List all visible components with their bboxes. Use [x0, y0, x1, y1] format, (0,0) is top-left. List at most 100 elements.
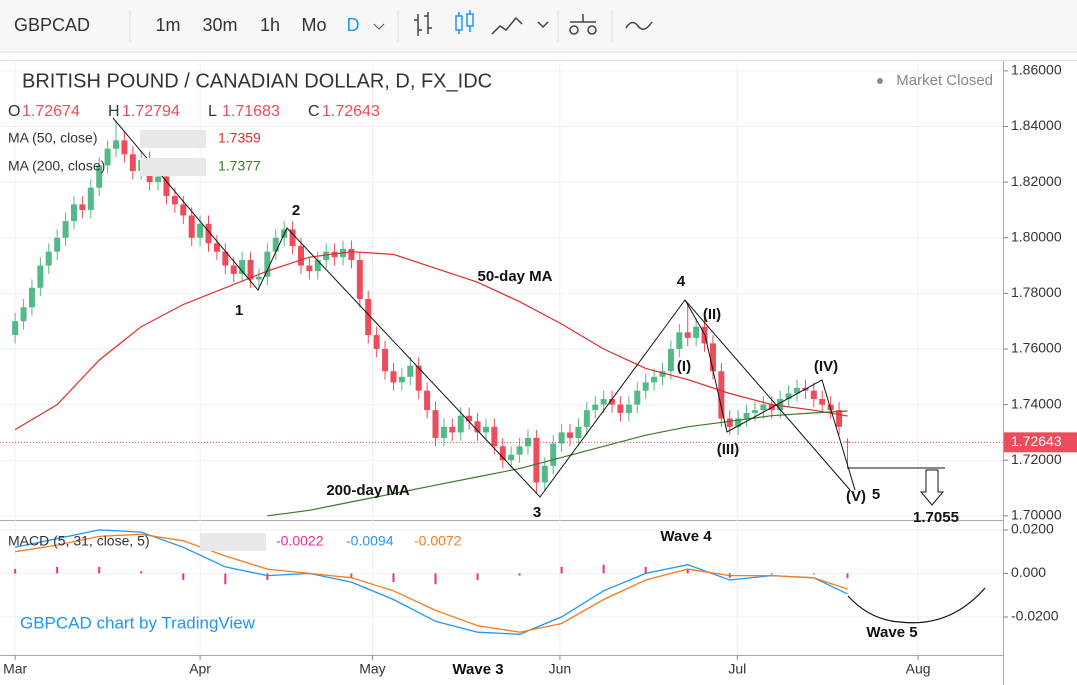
candle-body — [785, 393, 792, 400]
candle-body — [62, 221, 69, 238]
candle-body — [28, 287, 35, 308]
macd-histogram — [350, 573, 353, 578]
candle-body — [188, 215, 195, 238]
candle-body — [491, 426, 498, 447]
candle-body — [356, 259, 363, 299]
candle-body — [272, 237, 279, 252]
candle-body — [96, 165, 103, 188]
symbol[interactable]: GBPCAD — [14, 15, 90, 35]
candle-body — [693, 326, 700, 338]
candle-body — [121, 140, 128, 155]
candle-body — [424, 390, 431, 411]
chart-style-icons[interactable] — [414, 10, 653, 36]
legend-buttons[interactable] — [200, 533, 266, 551]
watermark: GBPCAD chart by TradingView — [20, 613, 256, 632]
candle-body — [180, 204, 187, 216]
candle-body — [306, 265, 313, 272]
candle-body — [743, 412, 750, 419]
candle-body — [54, 237, 61, 252]
candle-body — [466, 415, 473, 422]
dropdown-icon[interactable] — [373, 23, 385, 30]
legend-name: MA (50, close) — [8, 130, 97, 146]
macd-histogram — [846, 573, 849, 579]
annotation: 2 — [292, 202, 300, 219]
ohlc-letter: L — [208, 103, 217, 120]
candle-body — [205, 223, 212, 244]
candle-body — [600, 399, 607, 405]
candle-body — [667, 348, 674, 372]
status-dot — [877, 78, 883, 84]
interval-button[interactable]: D — [347, 15, 360, 35]
annotation: (V) — [846, 488, 866, 505]
candle-body — [348, 248, 355, 260]
macd-histogram — [56, 566, 59, 574]
candle-body — [751, 410, 758, 413]
candle-body — [508, 454, 515, 461]
y-tick-label: 1.84000 — [1011, 117, 1062, 133]
candle-body — [104, 148, 111, 166]
x-tick-label: Mar — [3, 661, 27, 677]
macd-histogram — [560, 566, 563, 574]
annotation: Wave 4 — [660, 528, 712, 545]
y-tick-label: -0.0200 — [1011, 608, 1059, 624]
candle-body — [592, 404, 599, 411]
candle-body — [20, 307, 27, 322]
legend-buttons[interactable] — [140, 158, 206, 176]
candle-body — [323, 251, 330, 260]
candle-body — [37, 265, 44, 288]
interval-button[interactable]: Mo — [301, 15, 326, 35]
candle-body — [659, 371, 666, 377]
candle-body — [634, 390, 641, 405]
candle-body — [524, 437, 531, 447]
interval-button[interactable]: 1h — [260, 15, 280, 35]
macd-histogram — [182, 573, 185, 580]
candle-body — [129, 154, 136, 172]
y-tick-label: 0.000 — [1011, 564, 1046, 580]
macd-line — [14, 529, 848, 635]
annotation: Wave 3 — [452, 661, 503, 678]
annotation: 3 — [533, 504, 541, 521]
macd-histogram — [98, 566, 101, 574]
candle-body — [684, 332, 691, 338]
candle-body — [264, 251, 271, 277]
y-tick-label: 1.74000 — [1011, 395, 1062, 411]
macd-histogram — [770, 573, 773, 575]
candle-body — [213, 243, 220, 252]
price-tag — [1004, 432, 1077, 453]
macd-line — [14, 533, 848, 633]
candle-body — [79, 204, 86, 210]
annotation: (II) — [703, 306, 721, 323]
ohlc-letter: O — [8, 103, 20, 120]
candle-body — [836, 410, 843, 427]
candle-body — [474, 421, 481, 433]
x-tick-label: Aug — [906, 661, 931, 677]
candle-body — [12, 321, 19, 336]
x-tick-label: May — [359, 661, 385, 677]
ohlc-value: 1.71683 — [222, 103, 280, 120]
interval-button[interactable]: 1m — [155, 15, 180, 35]
candle-body — [533, 437, 540, 483]
candle-body — [415, 365, 422, 391]
candle-body — [382, 348, 389, 372]
candle-body — [297, 246, 304, 266]
candle-body — [718, 371, 725, 419]
candle-body — [45, 251, 52, 266]
annotation: 5 — [872, 486, 880, 503]
macd-histogram — [518, 573, 521, 576]
candle-body — [373, 335, 380, 349]
legend-value: -0.0022 — [276, 533, 324, 549]
candle-body — [113, 140, 120, 149]
candle-body — [482, 426, 489, 433]
interval-button[interactable]: 30m — [202, 15, 237, 35]
annotation: (I) — [677, 358, 691, 375]
y-tick-label: 1.72000 — [1011, 451, 1062, 467]
legend-buttons[interactable] — [140, 130, 206, 148]
candle-body — [642, 382, 649, 391]
moving-average — [14, 251, 848, 431]
annotation: 200-day MA — [326, 482, 410, 499]
price-tag-label: 1.72643 — [1011, 433, 1062, 449]
candle-body — [239, 259, 246, 274]
candle-body — [457, 415, 464, 433]
